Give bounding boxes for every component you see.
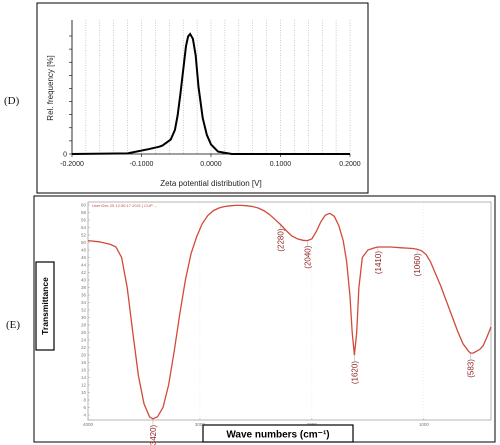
y-tick-label: 14 <box>81 375 87 380</box>
x-tick-label: 0.2000 <box>339 161 361 168</box>
x-tick-label: 0.1000 <box>270 161 292 168</box>
y-tick-label: 60 <box>81 203 87 208</box>
panel-d-frame <box>36 2 369 194</box>
y-tick-label: 20 <box>81 353 87 358</box>
y-tick-label: 50 <box>81 240 87 245</box>
y-tick-label: 28 <box>81 323 87 328</box>
y-tick-label: 12 <box>81 383 87 388</box>
y-tick-label: 52 <box>81 233 87 238</box>
y-tick-label: 8 <box>83 398 86 403</box>
y-tick-label: 30 <box>81 315 87 320</box>
y-tick-label: 0 <box>63 152 67 159</box>
x-tick-label: -0.2000 <box>60 161 84 168</box>
y-tick-label: 18 <box>81 360 87 365</box>
panel-e-y-axis-label: Transmittance <box>40 277 50 335</box>
y-tick-label: 40 <box>81 278 87 283</box>
panel-e-x-axis-label-box <box>202 424 354 443</box>
x-tick-label: 3000 <box>195 422 206 427</box>
peak-annotation: (583) <box>467 359 476 378</box>
y-tick-label: 54 <box>81 225 87 230</box>
y-tick-label: 36 <box>81 293 87 298</box>
y-tick-label: 24 <box>81 338 87 343</box>
panel-e-plot-area <box>87 201 492 421</box>
panel-e-annotations: (3420) (2280) (2040) (1620) (1410) (1060) (583… <box>149 228 476 445</box>
x-tick-label: 0.0000 <box>200 161 222 168</box>
y-tick-label: 48 <box>81 248 87 253</box>
panel-d-y-axis-label: Rel. frequency [%] <box>46 55 55 120</box>
y-tick-label: 42 <box>81 270 87 275</box>
y-tick-label: 16 <box>81 368 87 373</box>
peak-annotation: (3420) <box>149 424 158 445</box>
y-tick-label: 34 <box>81 300 87 305</box>
y-tick-label: 58 <box>81 210 87 215</box>
peak-annotation: (2280) <box>277 228 286 251</box>
y-tick-label: 46 <box>81 255 87 260</box>
y-tick-label: 4 <box>83 413 86 418</box>
panel-e-series-line <box>87 204 492 420</box>
y-tick-label: 10 <box>81 390 87 395</box>
peak-annotation: (1410) <box>374 251 383 274</box>
panel-e-y-ticks: 6058565452504846444240383634323028262422… <box>81 203 90 418</box>
panel-d-x-axis-label: Zeta potential distribution [V] <box>160 179 261 188</box>
y-tick-label: 26 <box>81 330 87 335</box>
y-tick-label: 6 <box>83 405 86 410</box>
x-tick-label: 4000 <box>83 422 94 427</box>
panel-e-y-axis-label-box <box>35 261 55 351</box>
peak-annotation: (1620) <box>350 361 359 384</box>
y-tick-label: 22 <box>81 345 87 350</box>
panel-d-y-ticks: 0 <box>63 35 72 159</box>
panel-e-x-axis-label: Wave numbers (cm⁻¹) <box>226 430 329 441</box>
panel-d-label: (D) <box>4 95 20 107</box>
peak-annotation: (2040) <box>303 245 312 268</box>
y-tick-label: 38 <box>81 285 87 290</box>
panel-e-label: (E) <box>6 319 20 331</box>
peak-annotation: (1060) <box>413 253 422 276</box>
y-tick-label: 44 <box>81 263 87 268</box>
x-tick-label: 1000 <box>419 422 430 427</box>
y-tick-label: 32 <box>81 308 87 313</box>
y-tick-label: 56 <box>81 218 87 223</box>
x-tick-label: -0.1000 <box>130 161 154 168</box>
panel-e-header: User:Dec 25 12:30:17 2021 | CUP ... <box>92 203 157 208</box>
panel-d-series-line <box>71 32 350 155</box>
